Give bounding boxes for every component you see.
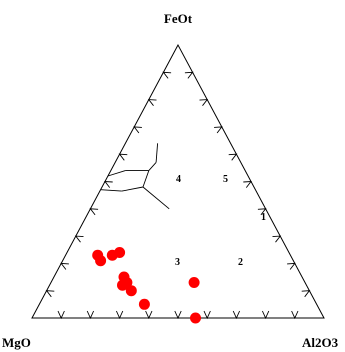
tick-left-edge-6 — [89, 208, 99, 216]
tick-bottom-edge-6 — [203, 310, 211, 320]
tick-right-edge-1 — [301, 290, 311, 298]
tick-left-edge-7 — [74, 235, 84, 243]
tick-right-edge-9 — [184, 71, 194, 79]
tick-left-edge-4 — [118, 153, 128, 161]
region-label-1: 1 — [261, 212, 266, 223]
tick-right-edge-5 — [243, 180, 252, 188]
tick-left-edge-8 — [60, 262, 69, 270]
data-points — [92, 247, 201, 324]
tick-bottom-edge-4 — [145, 310, 153, 320]
tick-bottom-edge-2 — [86, 310, 95, 320]
tick-right-edge-8 — [199, 99, 209, 106]
field-boundary-7 — [148, 162, 157, 171]
data-point-8 — [125, 285, 137, 297]
tick-bottom-edge-9 — [291, 310, 299, 320]
field-boundaries — [100, 143, 170, 210]
field-boundary-8 — [155, 143, 159, 163]
apex-label-right: Al2O3 — [302, 335, 339, 350]
tick-left-edge-1 — [162, 71, 172, 79]
tick-right-edge-4 — [257, 208, 267, 216]
tick-bottom-edge-1 — [57, 310, 65, 320]
region-label-3: 3 — [175, 257, 180, 268]
apex-label-top: FeOt — [164, 11, 193, 26]
data-point-7 — [117, 279, 128, 291]
tick-left-edge-2 — [147, 99, 157, 106]
region-label-2: 2 — [238, 257, 243, 268]
tick-bottom-edge-7 — [232, 310, 241, 320]
field-boundary-2 — [121, 186, 144, 192]
data-point-9 — [138, 298, 150, 310]
field-boundary-4 — [142, 170, 150, 188]
tick-bottom-edge-8 — [261, 310, 270, 320]
field-boundary-3 — [100, 189, 122, 192]
data-point-10 — [188, 277, 200, 288]
apex-label-left: MgO — [2, 335, 31, 350]
data-point-3 — [114, 247, 126, 258]
tick-left-edge-5 — [104, 180, 113, 188]
tick-marks — [45, 71, 311, 320]
region-label-5: 5 — [223, 174, 228, 185]
tick-right-edge-2 — [287, 262, 296, 270]
tick-right-edge-6 — [228, 153, 238, 161]
data-point-11 — [190, 312, 201, 324]
field-boundary-1 — [142, 186, 170, 210]
tick-bottom-edge-3 — [115, 310, 124, 320]
tick-left-edge-3 — [133, 126, 142, 134]
field-boundary-6 — [107, 170, 126, 177]
data-point-4 — [95, 255, 107, 267]
tick-left-edge-9 — [45, 290, 55, 298]
tick-bottom-edge-5 — [174, 310, 182, 320]
tick-right-edge-3 — [272, 235, 282, 243]
tick-right-edge-7 — [214, 126, 223, 134]
region-label-4: 4 — [176, 174, 181, 185]
